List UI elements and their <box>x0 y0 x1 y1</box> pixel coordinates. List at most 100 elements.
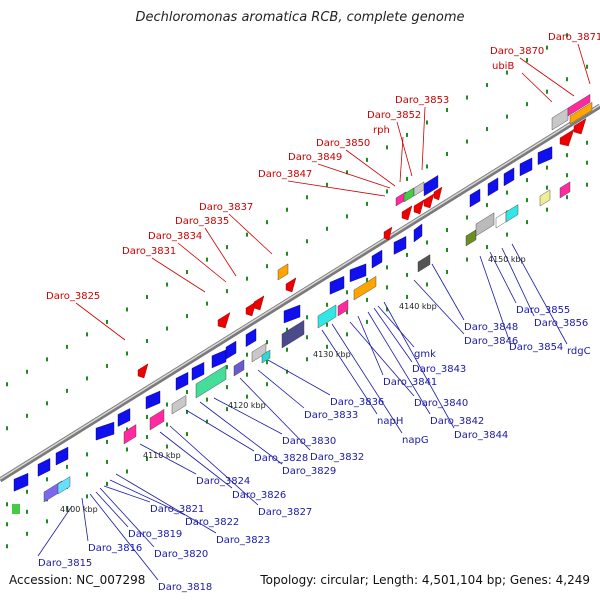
tick-mark <box>446 247 448 252</box>
tick-mark <box>326 226 328 231</box>
connector-line <box>349 321 415 397</box>
tick-mark <box>426 164 428 169</box>
tick-mark <box>286 369 288 374</box>
tick-mark <box>86 376 88 381</box>
forward-gene-arrow <box>245 301 257 317</box>
tick-mark <box>346 290 348 295</box>
tick-mark <box>386 145 388 150</box>
reverse-gene-arrow <box>175 371 189 391</box>
reverse-gene-arrow <box>245 328 257 348</box>
tick-mark <box>266 382 268 387</box>
gene-label: Daro_3816 <box>88 543 142 554</box>
tick-mark <box>86 452 88 457</box>
reverse-gene-arrow <box>469 188 481 208</box>
connector-line <box>228 213 273 255</box>
connector-line <box>521 72 553 103</box>
tick-mark <box>226 365 228 370</box>
tick-mark <box>246 276 248 281</box>
reverse-gene-arrow <box>537 146 553 165</box>
gene-label: Daro_3834 <box>148 231 202 242</box>
tick-mark <box>566 153 568 158</box>
gene-label: Daro_3832 <box>310 452 364 463</box>
tick-mark <box>186 314 188 319</box>
tick-mark <box>406 272 408 277</box>
tick-mark <box>266 360 268 365</box>
gene-label: napH <box>377 416 403 427</box>
tick-mark <box>326 182 328 187</box>
gene-block <box>149 408 165 431</box>
gene-label: napG <box>402 435 429 446</box>
reverse-gene-arrow <box>95 421 115 441</box>
label-layer: Daro_3871 Daro_3870 ubiB Daro_3853 Daro_3852… <box>38 32 600 593</box>
gene-label: Daro_3828 <box>254 453 308 464</box>
gene-block <box>465 229 477 247</box>
gene-label: gmk <box>414 349 436 360</box>
reverse-gene-arrow <box>145 390 161 410</box>
gene-label: Daro_3841 <box>383 377 437 388</box>
gene-block <box>281 320 305 349</box>
tick-mark <box>46 357 48 362</box>
tick-mark <box>446 269 448 274</box>
reverse-gene-arrow <box>371 249 383 269</box>
connector-line <box>399 136 404 183</box>
gene-label: Daro_3848 <box>464 322 518 333</box>
tick-mark <box>366 201 368 206</box>
connector-line <box>239 377 311 451</box>
tick-mark <box>446 107 448 112</box>
tick-mark <box>6 502 8 507</box>
tick-mark <box>46 401 48 406</box>
connector-line <box>357 315 384 376</box>
tick-mark <box>126 351 128 356</box>
tick-mark <box>106 363 108 368</box>
tick-mark <box>326 344 328 349</box>
tick-mark <box>446 151 448 156</box>
gene-label: Daro_3831 <box>122 246 176 257</box>
tick-mark <box>546 207 548 212</box>
connector-line <box>396 121 413 177</box>
reverse-gene-arrow <box>413 223 423 243</box>
tick-mark <box>166 326 168 331</box>
connector-line <box>519 57 575 97</box>
gene-block <box>495 211 507 229</box>
gene-label: Daro_3843 <box>412 364 466 375</box>
gene-layer <box>12 94 593 514</box>
forward-gene-block <box>413 181 425 197</box>
tick-mark <box>126 469 128 474</box>
tick-mark <box>526 220 528 225</box>
forward-gene-arrow <box>423 193 435 209</box>
gene-label: Daro_3852 <box>367 110 421 121</box>
tick-mark <box>506 114 508 119</box>
tick-mark <box>26 369 28 374</box>
reverse-gene-arrow <box>55 446 69 466</box>
forward-gene-arrow <box>559 128 575 147</box>
tick-mark <box>546 185 548 190</box>
gene-label: Daro_3854 <box>509 342 563 353</box>
tick-mark <box>386 265 388 270</box>
forward-gene-block <box>403 187 415 203</box>
tick-mark <box>186 270 188 275</box>
tick-mark <box>586 182 588 187</box>
connector-line <box>321 329 378 415</box>
ruler-label: 4140 kbp <box>399 302 437 311</box>
tick-mark <box>166 422 168 427</box>
backbone-outer <box>0 103 600 483</box>
reverse-gene-arrow <box>329 275 345 295</box>
tick-mark <box>146 434 148 439</box>
reverse-gene-arrow <box>225 340 237 360</box>
connector-line <box>511 243 568 345</box>
tick-mark <box>146 456 148 461</box>
gene-label: Daro_3826 <box>232 490 286 501</box>
gene-block <box>233 359 245 377</box>
reverse-gene-arrow <box>519 157 533 177</box>
connector-line <box>139 443 197 475</box>
connector-line <box>367 311 431 415</box>
gene-block <box>539 189 551 207</box>
tick-mark <box>306 357 308 362</box>
tick-mark <box>226 385 228 390</box>
tick-mark <box>526 178 528 183</box>
tick-mark <box>6 522 8 527</box>
tick-mark <box>126 427 128 432</box>
gene-label: Daro_3837 <box>199 202 253 213</box>
gene-label: Daro_3830 <box>282 436 336 447</box>
connector-line <box>317 163 391 189</box>
